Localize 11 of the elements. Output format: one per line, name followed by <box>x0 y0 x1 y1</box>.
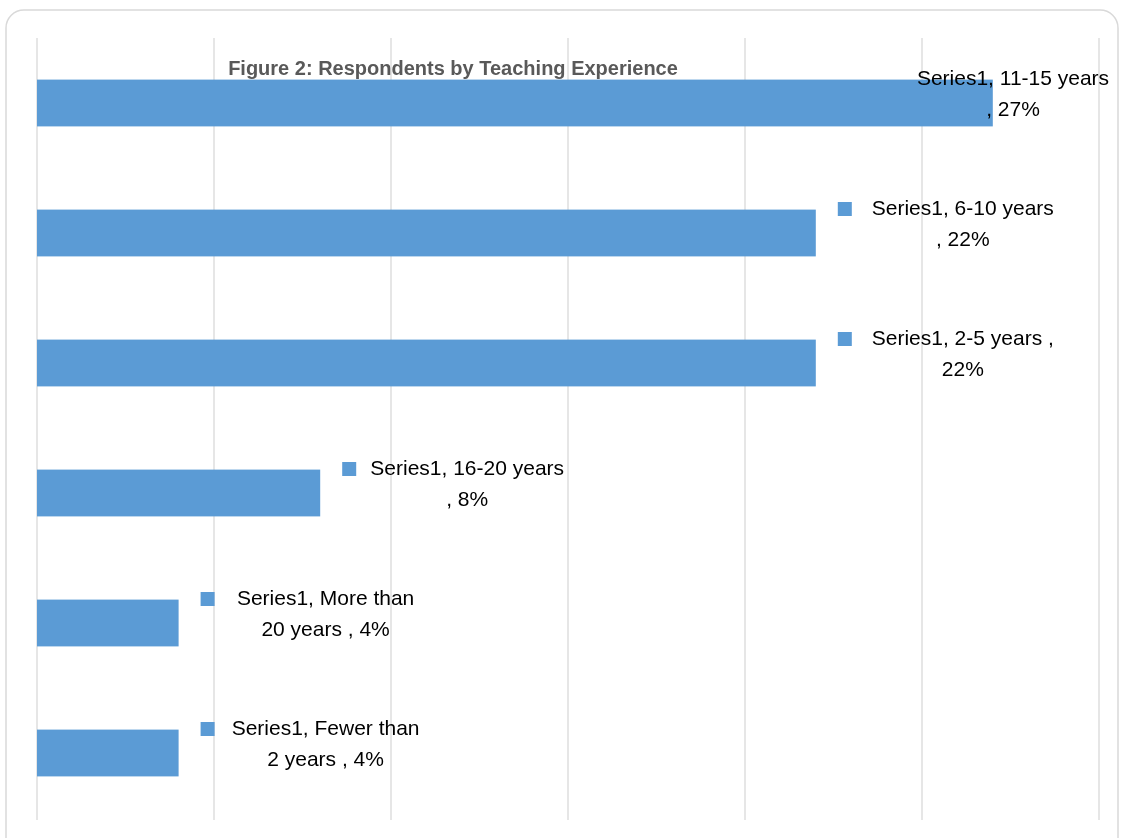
bar <box>37 209 816 257</box>
bar <box>37 729 179 777</box>
data-label: Series1, 2-5 years , 22% <box>871 325 1054 380</box>
bar <box>37 469 321 517</box>
bar <box>37 599 179 647</box>
data-label: Series1, More than 20 years , 4% <box>236 585 415 640</box>
data-label: Series1, 16-20 years , 8% <box>370 455 565 510</box>
data-label: Series1, Fewer than 2 years , 4% <box>231 715 420 770</box>
data-label: Series1, 6-10 years , 22% <box>871 195 1054 250</box>
bar <box>37 339 816 387</box>
text: Figure 2: Respondents by Teaching Experience <box>228 57 678 80</box>
